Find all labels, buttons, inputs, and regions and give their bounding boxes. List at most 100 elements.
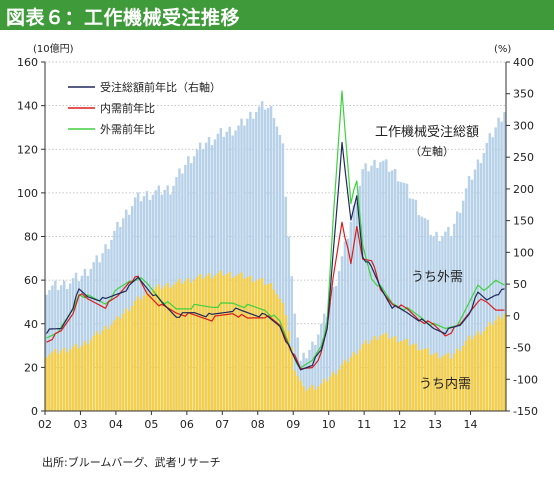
total-orders-bar bbox=[467, 176, 471, 411]
left-tick-label: 60 bbox=[24, 274, 38, 287]
total-orders-bar bbox=[470, 179, 474, 411]
x-tick-label: 04 bbox=[109, 418, 123, 431]
right-tick-label: 300 bbox=[513, 119, 534, 132]
domestic-orders-bar bbox=[426, 348, 429, 411]
domestic-orders-bar bbox=[320, 383, 323, 411]
domestic-orders-bar bbox=[216, 273, 220, 411]
domestic-orders-bar bbox=[379, 335, 382, 411]
domestic-orders-bar bbox=[373, 336, 376, 411]
total-orders-bar bbox=[393, 168, 397, 411]
total-orders-bar bbox=[305, 358, 308, 411]
domestic-orders-bar bbox=[503, 313, 506, 411]
total-orders-bar bbox=[219, 128, 223, 412]
domestic-orders-bar bbox=[450, 358, 453, 411]
source-note: 出所:ブルームバーグ、武者リサーチ bbox=[42, 456, 221, 469]
domestic-orders-bar bbox=[500, 318, 503, 411]
domestic-orders-bar bbox=[234, 276, 237, 411]
domestic-orders-bar bbox=[246, 277, 249, 411]
domestic-orders-bar bbox=[417, 350, 421, 411]
domestic-orders-bar bbox=[207, 273, 211, 411]
total-orders-bar bbox=[494, 127, 497, 411]
domestic-orders-bar bbox=[461, 345, 465, 411]
total-orders-bar bbox=[275, 126, 279, 411]
left-tick-label: 100 bbox=[17, 187, 38, 200]
total-orders-bar bbox=[293, 313, 296, 411]
total-orders-bar bbox=[210, 145, 214, 411]
total-orders-bar bbox=[337, 271, 341, 411]
total-orders-bar bbox=[246, 118, 249, 412]
legend-label-3: 外需前年比 bbox=[100, 122, 155, 136]
domestic-orders-bar bbox=[60, 350, 63, 411]
total-orders-bar bbox=[373, 159, 376, 411]
domestic-orders-bar bbox=[193, 279, 196, 411]
domestic-orders-bar bbox=[62, 347, 66, 411]
left-tick-label: 120 bbox=[17, 143, 38, 156]
right-tick-label: 100 bbox=[513, 246, 534, 259]
domestic-orders-bar bbox=[408, 345, 412, 411]
domestic-orders-bar bbox=[225, 273, 228, 411]
right-axis-unit: (%) bbox=[494, 44, 511, 55]
domestic-orders-bar bbox=[252, 281, 255, 411]
domestic-orders-bar bbox=[358, 349, 361, 411]
domestic-orders-bar bbox=[101, 330, 104, 411]
domestic-orders-bar bbox=[195, 276, 199, 411]
domestic-orders-bar bbox=[479, 335, 483, 411]
domestic-orders-bar bbox=[447, 352, 450, 411]
domestic-orders-bar bbox=[361, 344, 364, 411]
domestic-orders-bar bbox=[98, 334, 101, 411]
total-orders-bar bbox=[343, 241, 347, 411]
total-orders-bar bbox=[77, 281, 81, 411]
total-orders-bar bbox=[260, 101, 264, 411]
total-orders-bar bbox=[71, 278, 75, 411]
domestic-orders-bar bbox=[57, 353, 60, 411]
domestic-orders-bar bbox=[266, 284, 270, 411]
domestic-orders-bar bbox=[181, 283, 184, 411]
total-orders-bar bbox=[281, 143, 285, 411]
total-orders-bar bbox=[74, 272, 78, 411]
domestic-orders-bar bbox=[263, 284, 267, 411]
x-tick-label: 14 bbox=[464, 418, 478, 431]
total-orders-bar bbox=[68, 283, 72, 411]
domestic-orders-bar bbox=[110, 324, 113, 411]
domestic-orders-bar bbox=[393, 336, 397, 411]
domestic-orders-bar bbox=[107, 329, 110, 411]
total-orders-bar bbox=[391, 170, 394, 411]
total-orders-bar bbox=[500, 121, 503, 411]
left-tick-label: 20 bbox=[24, 361, 38, 374]
domestic-orders-bar bbox=[240, 272, 243, 411]
domestic-orders-bar bbox=[172, 284, 175, 411]
domestic-orders-bar bbox=[441, 356, 444, 411]
domestic-orders-bar bbox=[243, 278, 246, 411]
total-orders-bar bbox=[296, 337, 299, 411]
total-orders-bar bbox=[370, 165, 373, 411]
domestic-orders-bar bbox=[260, 278, 264, 411]
domestic-orders-bar bbox=[287, 331, 291, 411]
total-orders-bar bbox=[263, 109, 267, 412]
total-orders-bar bbox=[213, 139, 217, 411]
domestic-orders-bar bbox=[284, 315, 288, 411]
total-orders-bar bbox=[435, 231, 438, 411]
domestic-orders-bar bbox=[370, 340, 373, 411]
total-orders-bar bbox=[396, 181, 400, 411]
domestic-orders-bar bbox=[388, 339, 391, 411]
x-tick-label: 05 bbox=[144, 418, 158, 431]
total-orders-bar bbox=[308, 349, 311, 411]
domestic-orders-bar bbox=[258, 279, 261, 411]
domestic-orders-bar bbox=[340, 364, 344, 411]
right-tick-label: 200 bbox=[513, 183, 534, 196]
domestic-orders-bar bbox=[497, 315, 500, 411]
domestic-orders-bar bbox=[231, 277, 234, 411]
annotation-domestic: うち内需 bbox=[419, 376, 471, 392]
domestic-orders-bar bbox=[249, 275, 252, 411]
domestic-orders-bar bbox=[385, 332, 388, 411]
total-orders-bar bbox=[314, 344, 317, 411]
total-orders-bar bbox=[222, 136, 226, 411]
total-orders-bar bbox=[284, 196, 288, 411]
domestic-orders-bar bbox=[269, 283, 273, 411]
domestic-orders-bar bbox=[420, 349, 424, 411]
domestic-orders-bar bbox=[86, 344, 90, 411]
domestic-orders-bar bbox=[314, 389, 317, 411]
total-orders-bar bbox=[57, 289, 60, 411]
domestic-orders-bar bbox=[157, 284, 160, 411]
domestic-orders-bar bbox=[95, 331, 98, 411]
